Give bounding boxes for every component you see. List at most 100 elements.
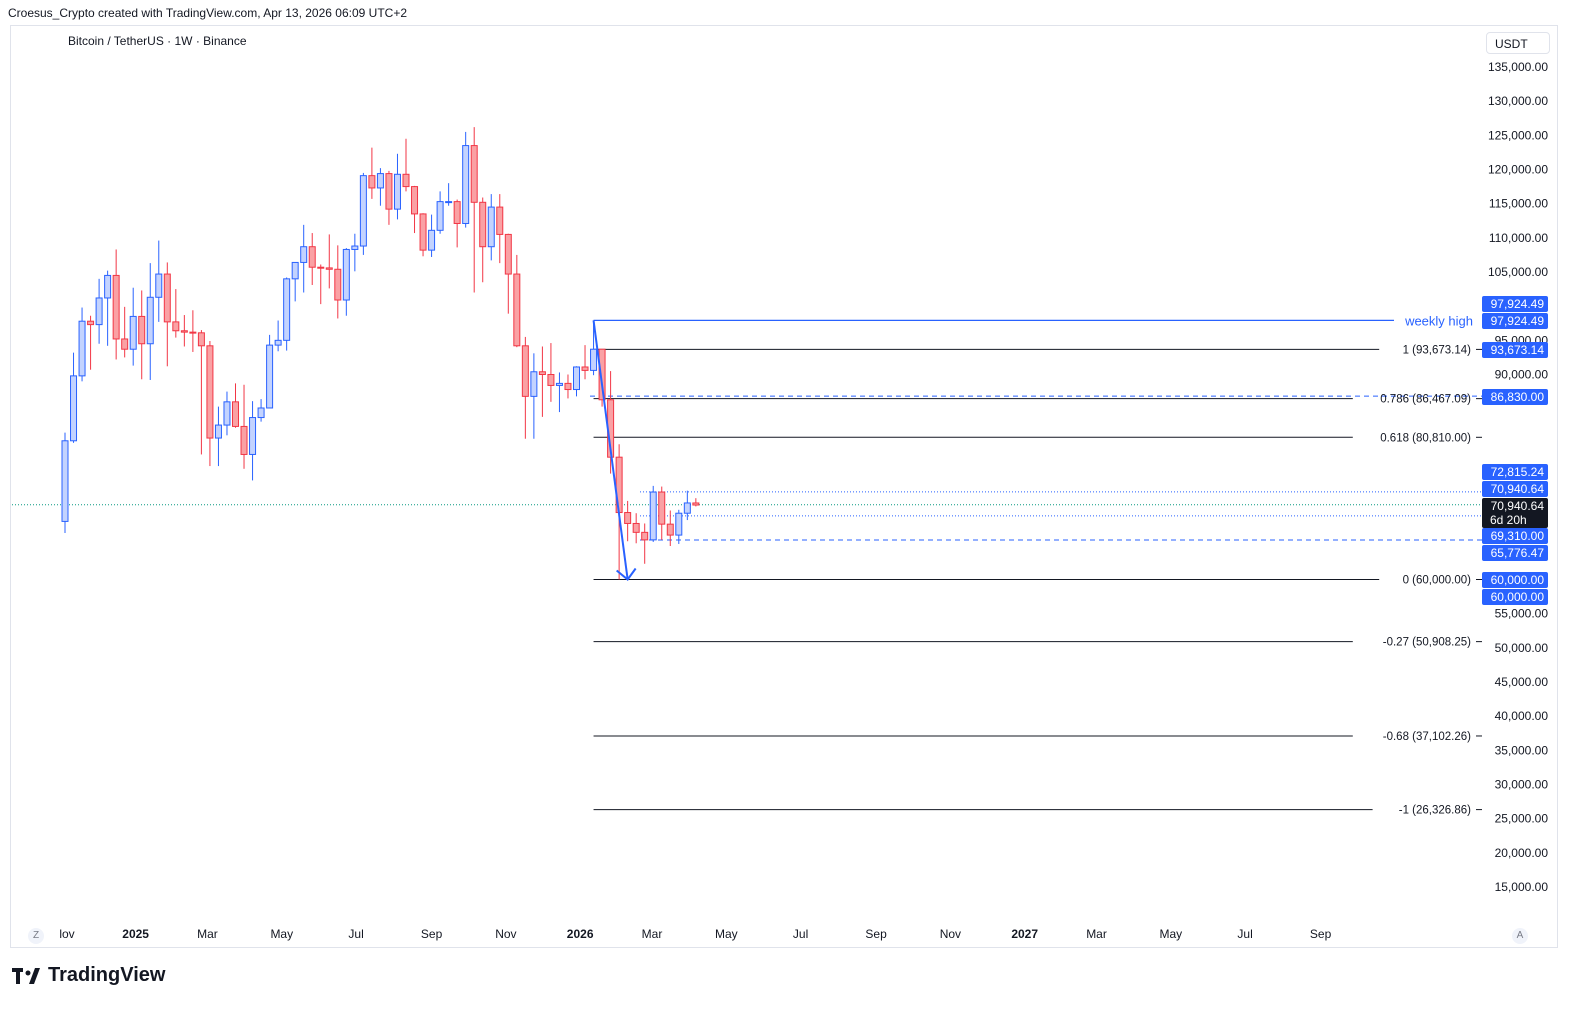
currency-selector[interactable]: USDT	[1486, 32, 1550, 54]
arrow-head	[616, 567, 637, 581]
y-tick-label: 35,000.00	[1495, 743, 1549, 757]
x-tick-label: 2027	[1011, 927, 1038, 941]
price-tag-label: 97,924.49	[1491, 297, 1545, 311]
price-tag	[1482, 389, 1548, 405]
price-tag-label: 86,830.00	[1491, 390, 1545, 404]
x-tick-label: May	[715, 927, 738, 941]
candle-body	[590, 348, 598, 371]
fib-level-label: -0.27 (50,908.25)	[1383, 637, 1471, 649]
candle-body	[666, 523, 674, 536]
y-tick-label: 15,000.00	[1495, 880, 1549, 894]
candle-body	[436, 201, 444, 231]
candle-body	[581, 366, 589, 371]
candle-body	[180, 330, 188, 333]
x-tick-label: 2025	[122, 927, 149, 941]
price-tag-label: 93,673.14	[1491, 343, 1545, 357]
candle-body	[291, 261, 299, 280]
candle-body	[78, 320, 86, 377]
price-tag	[1482, 528, 1548, 544]
price-tag-label: 60,000.00	[1491, 573, 1545, 587]
chart-frame	[10, 25, 1558, 948]
candle-body	[496, 206, 504, 235]
candle-body	[70, 375, 78, 442]
fib-level-label: -1 (26,326.86)	[1399, 805, 1471, 817]
candle-body	[479, 201, 487, 248]
y-tick-label: 125,000.00	[1488, 128, 1548, 142]
x-tick-label: Sep	[865, 927, 887, 941]
y-tick-label: 55,000.00	[1495, 607, 1549, 621]
symbol-title[interactable]: Bitcoin / TetherUS · 1W · Binance	[68, 34, 247, 48]
price-tag	[1482, 313, 1548, 329]
y-tick-label: 25,000.00	[1495, 812, 1549, 826]
x-tick-label: Nov	[940, 927, 961, 941]
candle-body	[641, 531, 649, 541]
y-tick-label: 45,000.00	[1495, 675, 1549, 689]
candle-body	[683, 502, 691, 514]
x-tick-label: May	[270, 927, 293, 941]
candle-body	[232, 401, 239, 427]
price-tag-label: 60,000.00	[1491, 590, 1545, 604]
chart-credit: Croesus_Crypto created with TradingView.…	[8, 6, 407, 20]
zoom-reset-button[interactable]: Z	[28, 928, 44, 944]
current-price-label: 70,940.64	[1491, 499, 1545, 513]
candle-body	[368, 175, 376, 189]
candle-body	[163, 273, 171, 323]
price-tag	[1482, 545, 1548, 561]
y-tick-label: 20,000.00	[1495, 846, 1549, 860]
candle-body	[87, 320, 95, 326]
candle-body	[624, 512, 632, 524]
candle-body	[453, 201, 461, 224]
candle-body	[402, 173, 410, 188]
x-tick-label: lov	[59, 927, 74, 941]
candle-body	[257, 407, 265, 419]
candle-body	[112, 274, 120, 340]
candle-body	[325, 267, 333, 270]
price-tag-label: 65,776.47	[1491, 546, 1545, 560]
candle-body	[504, 233, 512, 275]
candle-body	[214, 424, 222, 439]
y-tick-label: 30,000.00	[1495, 778, 1549, 792]
candle-body	[555, 382, 563, 386]
x-tick-label: Nov	[495, 927, 516, 941]
candle-body	[564, 382, 572, 391]
candle-body	[104, 274, 112, 299]
candle-body	[658, 491, 666, 525]
brand-name: TradingView	[48, 964, 166, 986]
candle-body	[513, 273, 521, 347]
candle-body	[470, 145, 478, 203]
candle-body	[197, 332, 205, 347]
weekly-high-label: weekly high	[1404, 313, 1473, 328]
candle-body	[206, 345, 214, 439]
candle-body	[223, 401, 231, 426]
price-tag	[1482, 572, 1548, 588]
y-tick-label: 40,000.00	[1495, 709, 1549, 723]
tradingview-logo[interactable]: TradingView	[12, 964, 165, 987]
y-tick-label: 105,000.00	[1488, 265, 1548, 279]
candle-body	[249, 417, 257, 455]
x-tick-label: Sep	[421, 927, 443, 941]
fib-level-label: -0.68 (37,102.26)	[1383, 731, 1471, 743]
y-tick-label: 120,000.00	[1488, 163, 1548, 177]
candle-body	[189, 331, 197, 334]
candle-body	[129, 315, 137, 350]
candle-body	[146, 296, 154, 345]
bar-countdown: 6d 20h	[1490, 513, 1527, 527]
x-tick-label: 2026	[567, 927, 594, 941]
candle-body	[334, 268, 342, 301]
tradingview-logo-icon	[12, 967, 40, 984]
price-tag	[1482, 464, 1548, 480]
x-tick-label: Jul	[1237, 927, 1252, 941]
fib-level-label: 1 (93,673.14)	[1403, 344, 1472, 356]
candle-body	[538, 371, 546, 375]
fib-level-label: 0.618 (80,810.00)	[1380, 432, 1471, 444]
candle-body	[521, 345, 529, 397]
price-tag	[1482, 481, 1548, 497]
candle-body	[121, 338, 129, 350]
candle-body	[138, 315, 146, 345]
candle-body	[95, 297, 103, 326]
candle-body	[308, 246, 316, 268]
auto-scale-button[interactable]: A	[1512, 928, 1528, 944]
x-tick-label: Mar	[642, 927, 663, 941]
candle-body	[172, 321, 180, 332]
